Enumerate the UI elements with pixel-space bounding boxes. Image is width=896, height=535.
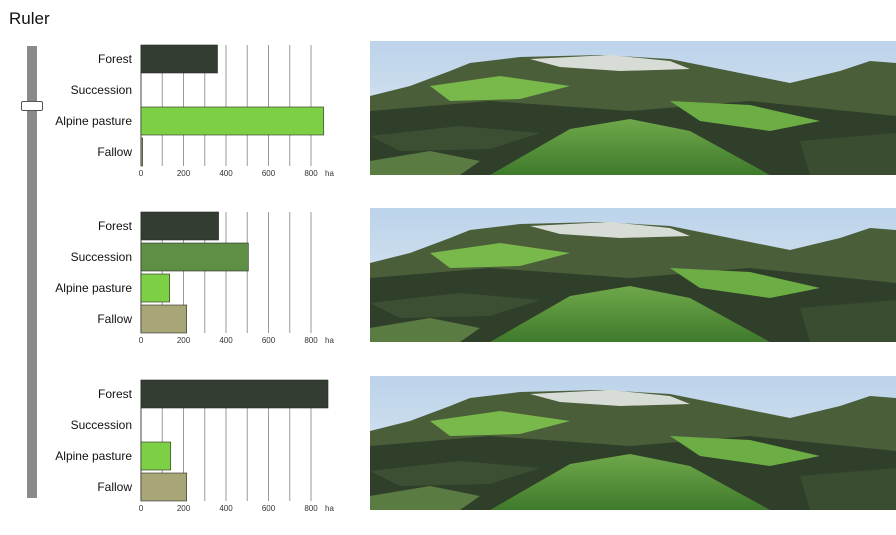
category-label: Forest bbox=[98, 219, 133, 233]
category-label: Succession bbox=[71, 250, 132, 264]
land-use-chart-2: Forest Succession Alpine pasture Fallow 0 200… bbox=[0, 207, 360, 367]
category-label: Fallow bbox=[97, 145, 132, 159]
x-unit-label: ha bbox=[325, 504, 334, 513]
x-tick-label: 400 bbox=[219, 336, 233, 345]
landscape-image bbox=[370, 376, 896, 510]
category-label: Succession bbox=[71, 83, 132, 97]
category-label: Fallow bbox=[97, 480, 132, 494]
landscape-image bbox=[370, 208, 896, 342]
category-label: Fallow bbox=[97, 312, 132, 326]
x-tick-label: 800 bbox=[304, 504, 318, 513]
bar bbox=[140, 379, 329, 409]
category-label: Alpine pasture bbox=[55, 449, 132, 463]
category-label: Succession bbox=[71, 418, 132, 432]
bar bbox=[140, 106, 325, 136]
category-label: Forest bbox=[98, 387, 133, 401]
bar bbox=[140, 137, 144, 167]
x-tick-label: 0 bbox=[139, 336, 144, 345]
x-tick-label: 0 bbox=[139, 504, 144, 513]
bar bbox=[140, 441, 172, 471]
x-tick-label: 400 bbox=[219, 169, 233, 178]
category-label: Alpine pasture bbox=[55, 114, 132, 128]
landscape-image bbox=[370, 41, 896, 175]
x-tick-label: 200 bbox=[177, 504, 191, 513]
x-tick-label: 600 bbox=[262, 504, 276, 513]
ruler-slider-handle[interactable] bbox=[21, 101, 43, 111]
x-unit-label: ha bbox=[325, 169, 334, 178]
x-tick-label: 200 bbox=[177, 336, 191, 345]
landscape-render-3 bbox=[370, 376, 896, 510]
landscape-render-1 bbox=[370, 41, 896, 175]
x-tick-label: 600 bbox=[262, 169, 276, 178]
bar bbox=[140, 242, 249, 272]
bar bbox=[140, 44, 218, 74]
page-title: Ruler bbox=[9, 9, 50, 28]
x-tick-label: 200 bbox=[177, 169, 191, 178]
x-tick-label: 800 bbox=[304, 169, 318, 178]
x-tick-label: 600 bbox=[262, 336, 276, 345]
x-unit-label: ha bbox=[325, 336, 334, 345]
ruler-slider-track[interactable] bbox=[27, 46, 37, 498]
bar-chart-svg: Forest Succession Alpine pasture Fallow 0 200… bbox=[55, 44, 334, 178]
bar bbox=[140, 211, 219, 241]
bar bbox=[140, 304, 187, 334]
land-use-chart-1: Forest Succession Alpine pasture Fallow 0 200… bbox=[0, 40, 360, 200]
x-tick-label: 0 bbox=[139, 169, 144, 178]
x-tick-label: 400 bbox=[219, 504, 233, 513]
land-use-chart-3: Forest Succession Alpine pasture Fallow 0 200… bbox=[0, 375, 360, 535]
bar-chart-svg: Forest Succession Alpine pasture Fallow 0 200… bbox=[55, 211, 334, 345]
bar-chart-svg: Forest Succession Alpine pasture Fallow 0 200… bbox=[55, 379, 334, 513]
landscape-render-2 bbox=[370, 208, 896, 342]
bar bbox=[140, 273, 170, 303]
bar bbox=[140, 472, 187, 502]
category-label: Alpine pasture bbox=[55, 281, 132, 295]
x-tick-label: 800 bbox=[304, 336, 318, 345]
category-label: Forest bbox=[98, 52, 133, 66]
